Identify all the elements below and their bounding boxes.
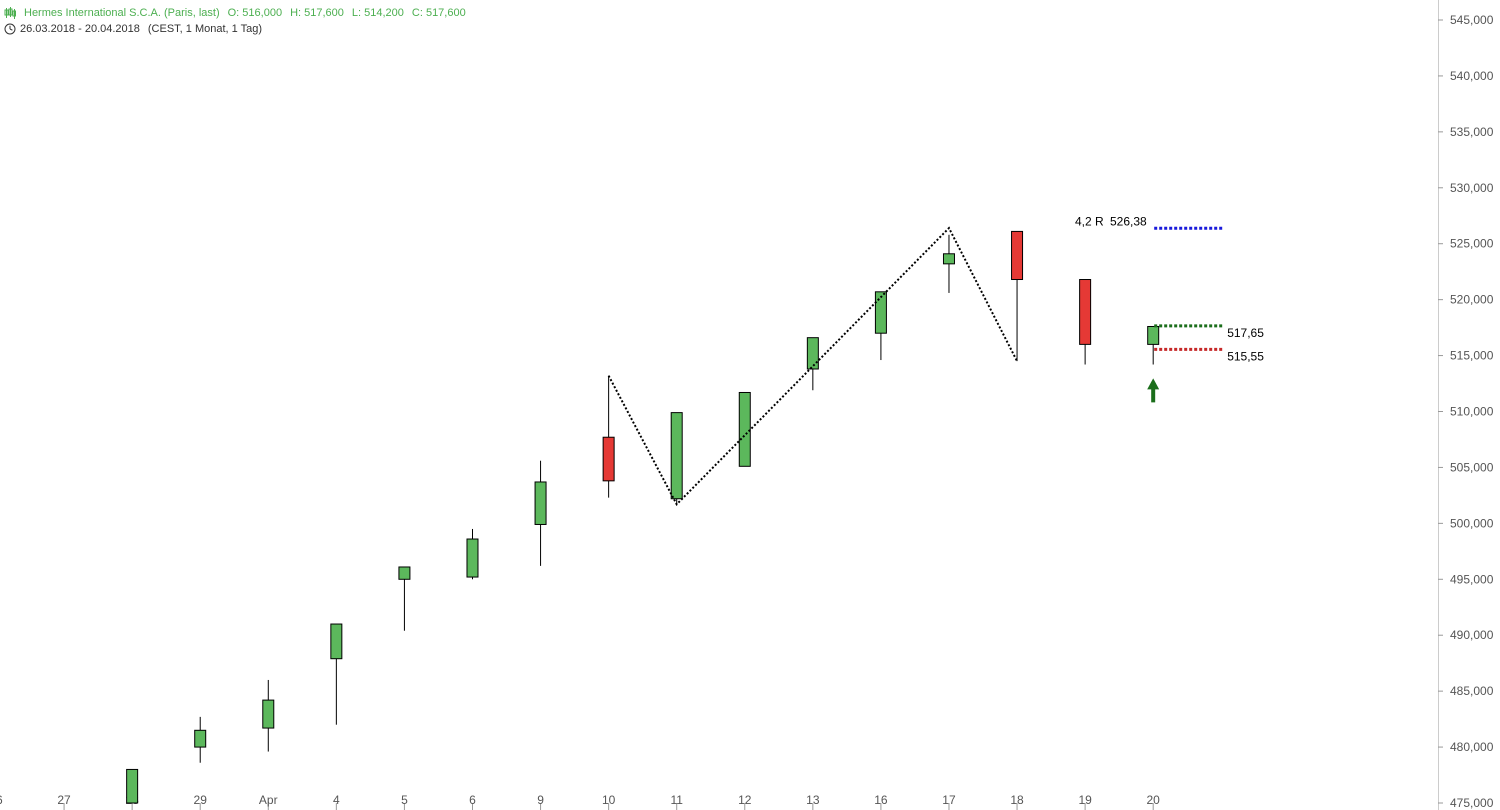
y-tick-label: 540,000 (1450, 69, 1494, 83)
y-axis: 545,000 540,000 535,000 530,000 525,000 520,0… (1438, 13, 1494, 810)
x-tick-label: 29 (194, 793, 208, 807)
x-axis: 26272829Apr4569101112131617181920 (0, 793, 1160, 810)
y-tick-label: 475,000 (1450, 796, 1494, 810)
candle-up (942, 253, 955, 265)
open-value: O: 516,000 (227, 7, 283, 19)
signal-marker (1147, 378, 1160, 403)
candle-up (330, 623, 343, 660)
candle-down (1079, 279, 1092, 345)
y-tick-label: 500,000 (1450, 516, 1494, 530)
candle-up (398, 566, 411, 580)
zigzag-line (607, 226, 1018, 507)
y-tick-label: 480,000 (1450, 740, 1494, 754)
candle-up (738, 391, 751, 467)
candle-up (262, 699, 275, 729)
y-tick-label: 515,000 (1450, 349, 1494, 363)
instrument-name: Hermes International S.C.A. (Paris, last… (24, 7, 220, 19)
x-tick-label: 11 (670, 793, 683, 807)
target-level-label: 526,38 (1110, 214, 1147, 228)
range-row: 26.03.2018 - 20.04.2018 (CEST, 1 Monat, … (4, 21, 470, 37)
y-tick-label: 530,000 (1450, 181, 1494, 195)
x-tick-label: Apr (259, 793, 278, 807)
target-level-prefix: 4,2 R (1075, 214, 1104, 228)
x-tick-label: 10 (602, 793, 616, 807)
y-tick-label: 535,000 (1450, 125, 1494, 139)
y-tick-label: 545,000 (1450, 13, 1494, 27)
close-value: C: 517,600 (411, 7, 466, 19)
range-meta: (CEST, 1 Monat, 1 Tag) (147, 23, 263, 35)
x-tick-label: 17 (942, 793, 956, 807)
chart-header: Hermes International S.C.A. (Paris, last… (4, 5, 470, 37)
candle-up (1147, 325, 1160, 345)
x-tick-label: 26 (0, 793, 3, 807)
candle-up (670, 412, 683, 500)
y-tick-label: 490,000 (1450, 628, 1494, 642)
x-tick-label: 20 (1147, 793, 1161, 807)
candle-bodies (126, 230, 1160, 804)
candle-up (534, 481, 547, 525)
y-tick-label: 505,000 (1450, 460, 1494, 474)
price-levels: 4,2 R 526,38 517,65 515,55 (1075, 214, 1264, 363)
x-tick-label: 12 (738, 793, 752, 807)
x-tick-label: 27 (57, 793, 71, 807)
high-value: H: 517,600 (290, 7, 344, 19)
x-tick-label: 16 (874, 793, 888, 807)
y-tick-label: 525,000 (1450, 237, 1494, 251)
candle-down (1011, 230, 1024, 281)
candle-up (874, 291, 887, 334)
candle-up (806, 337, 819, 370)
clock-icon (4, 23, 16, 35)
candle-down (602, 436, 615, 482)
date-range: 26.03.2018 - 20.04.2018 (20, 23, 140, 35)
x-tick-label: 19 (1078, 793, 1092, 807)
y-tick-label: 495,000 (1450, 572, 1494, 586)
stop-level-label: 515,55 (1227, 349, 1264, 363)
y-tick-label: 520,000 (1450, 293, 1494, 307)
x-tick-label: 18 (1010, 793, 1024, 807)
zigzag-overlay (607, 226, 1018, 507)
y-tick-label: 485,000 (1450, 684, 1494, 698)
instrument-row: Hermes International S.C.A. (Paris, last… (4, 5, 470, 21)
candle-up (126, 768, 139, 804)
entry-level-label: 517,65 (1227, 326, 1264, 340)
x-tick-label: 5 (401, 793, 408, 807)
buy-signal-arrow-icon (1147, 378, 1160, 403)
x-tick-label: 13 (806, 793, 820, 807)
x-tick-label: 6 (469, 793, 476, 807)
low-value: L: 514,200 (351, 7, 404, 19)
x-tick-label: 4 (333, 793, 340, 807)
candle-up (466, 538, 479, 578)
x-tick-label: 9 (537, 793, 544, 807)
candlestick-icon (4, 7, 16, 19)
y-tick-label: 510,000 (1450, 405, 1494, 419)
candle-wicks (131, 231, 1154, 803)
candle-up (194, 729, 207, 748)
